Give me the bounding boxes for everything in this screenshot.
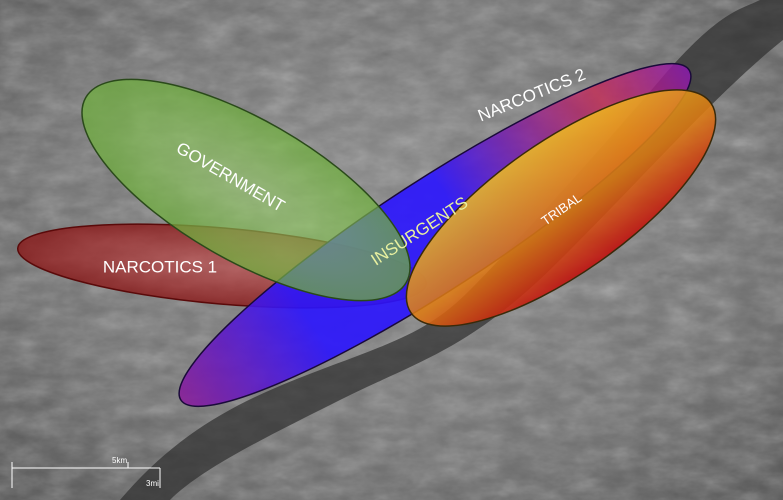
map: NARCOTICS 1 GOVERNMENT NARCOTICS 2 TRIBA… <box>0 0 783 500</box>
scale-label: 3mi <box>146 479 159 488</box>
zone-label: NARCOTICS 1 <box>103 257 217 276</box>
scale-label: 5km <box>112 456 127 465</box>
